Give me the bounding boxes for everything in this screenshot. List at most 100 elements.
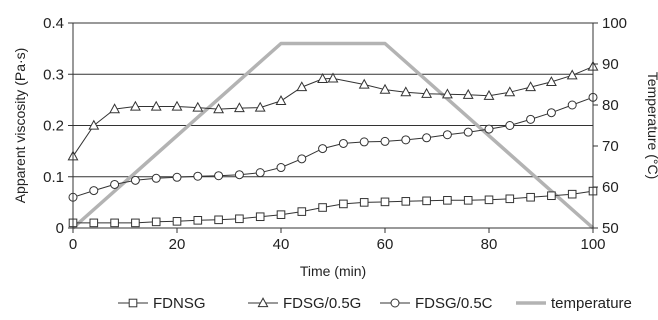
- point-fdsg-0-5c-9: [255, 168, 265, 178]
- y2-axis-label: Temperature (°C): [645, 72, 658, 180]
- point-fdsg-0-5g-18: [441, 88, 453, 99]
- point-fdnsg-7: [214, 215, 223, 225]
- gridlines: [73, 73, 593, 178]
- point-fdsg-0-5c-3: [130, 175, 140, 185]
- y2-tick-label-4: 90: [602, 56, 619, 73]
- point-fdsg-0-5g-3: [129, 100, 141, 111]
- point-fdsg-0-5g-23: [545, 76, 557, 87]
- y-tick-label-2: 0.2: [43, 118, 64, 135]
- series-line-fdsg-0-5c: [72, 96, 594, 198]
- point-fdsg-0-5c-21: [505, 121, 515, 130]
- point-fdsg-0-5g-16: [400, 86, 412, 97]
- point-fdsg-0-5g-14: [358, 78, 370, 89]
- point-fdsg-0-5c-4: [151, 173, 161, 183]
- tick-layer: 0 20 40 60 80 100 0 0.1 0.2 0.3 0.4 50 60 70 80 90 100: [43, 15, 627, 253]
- point-fdsg-0-5g-5: [171, 100, 183, 111]
- point-fdsg-0-5c-20: [484, 124, 494, 134]
- series-layer: [67, 60, 599, 228]
- point-fdnsg-13: [339, 199, 348, 209]
- point-fdnsg-5: [172, 217, 182, 226]
- point-fdsg-0-5c-17: [422, 133, 432, 143]
- series-line-fdnsg: [73, 190, 594, 224]
- point-fdsg-0-5c-7: [214, 171, 224, 181]
- x-tick-label-3: 60: [377, 236, 394, 253]
- point-fdnsg-12: [318, 203, 327, 212]
- point-fdnsg-14: [359, 198, 369, 207]
- legend-item-fdsg-0-5g: FDSG/0.5G: [248, 295, 361, 312]
- legend-item-fdsg-0-5c: FDSG/0.5C: [380, 295, 493, 312]
- legend-item-temperature: temperature: [516, 295, 632, 312]
- point-fdsg-0-5g-7: [213, 103, 225, 114]
- legend-label-fdsg-0-5g: FDSG/0.5G: [283, 295, 361, 312]
- x-axis-label: Time (min): [300, 263, 366, 279]
- point-fdnsg-22: [526, 192, 535, 202]
- y2-tick-label-0: 50: [602, 220, 619, 237]
- point-fdsg-0-5c-19: [463, 127, 473, 137]
- point-fdsg-0-5g-19: [462, 88, 474, 99]
- legend-marker-fdsg-0-5c: [390, 298, 400, 308]
- point-fdsg-0-5c-1: [89, 186, 99, 196]
- point-fdnsg-21: [505, 194, 515, 204]
- y2-tick-label-1: 60: [602, 179, 619, 196]
- point-fdnsg-17: [422, 196, 431, 206]
- point-fdsg-0-5c-22: [526, 114, 536, 124]
- legend-label-fdnsg: FDNSG: [153, 295, 206, 312]
- point-fdsg-0-5c-10: [276, 163, 286, 173]
- y-axis-label: Apparent viscosity (Pa·s): [12, 48, 28, 204]
- point-fdnsg-4: [151, 217, 161, 227]
- x-tick-label-5: 100: [580, 236, 605, 253]
- point-fdsg-0-5g-1: [88, 119, 100, 130]
- legend-marker-fdsg-0-5g: [257, 297, 269, 308]
- x-tick-label-2: 40: [273, 236, 290, 253]
- point-fdsg-0-5g-15: [379, 83, 391, 94]
- legend-item-fdnsg: FDNSG: [118, 295, 206, 312]
- legend-label-temperature: temperature: [551, 295, 632, 312]
- point-fdnsg-2: [110, 218, 119, 228]
- point-fdsg-0-5c-11: [297, 154, 307, 164]
- point-fdsg-0-5g-10: [275, 95, 287, 105]
- y2-tick-label-2: 70: [602, 138, 619, 155]
- temperature-layer: [71, 41, 595, 230]
- point-fdnsg-10: [276, 210, 286, 219]
- y-tick-label-0: 0: [56, 220, 64, 237]
- point-fdnsg-19: [463, 196, 473, 205]
- y-tick-label-3: 0.3: [43, 66, 64, 83]
- y2-tick-label-3: 80: [602, 97, 619, 114]
- y2-tick-label-5: 100: [602, 15, 627, 32]
- point-fdnsg-9: [255, 212, 265, 222]
- point-fdsg-0-5g-17: [421, 87, 433, 98]
- legend-marker-fdnsg: [128, 298, 138, 308]
- series-line-temperature: [71, 41, 595, 230]
- point-fdnsg-23: [547, 191, 556, 201]
- point-fdsg-0-5c-5: [172, 172, 182, 182]
- point-fdnsg-16: [401, 197, 411, 206]
- point-fdsg-0-5g-22: [525, 81, 537, 92]
- point-fdsg-0-5g-20: [483, 89, 495, 100]
- y-tick-label-4: 0.4: [43, 15, 64, 32]
- point-fdsg-0-5c-18: [442, 130, 452, 140]
- point-fdnsg-3: [131, 218, 140, 228]
- point-fdsg-0-5g-9: [254, 101, 266, 112]
- point-fdsg-0-5g-11: [296, 81, 308, 92]
- point-fdsg-0-5g-6: [192, 101, 204, 112]
- point-fdnsg-1: [89, 218, 99, 228]
- point-fdsg-0-5c-6: [193, 171, 203, 181]
- point-fdsg-0-5g-24: [566, 69, 578, 80]
- y-tick-label-1: 0.1: [43, 169, 64, 186]
- point-fdsg-0-5c-8: [234, 170, 244, 180]
- point-fdsg-0-5g-4: [150, 100, 162, 111]
- point-fdsg-0-5g-21: [504, 86, 516, 97]
- x-tick-label-4: 80: [481, 236, 498, 253]
- point-fdsg-0-5c-23: [546, 108, 556, 118]
- point-fdsg-0-5c-16: [401, 135, 411, 145]
- point-fdsg-0-5c-24: [567, 100, 577, 110]
- point-fdnsg-18: [443, 196, 452, 205]
- point-fdsg-0-5c-13: [338, 138, 348, 148]
- legend: FDNSG FDSG/0.5G FDSG/0.5C temperature: [118, 295, 632, 312]
- point-fdnsg-15: [380, 197, 390, 207]
- point-fdsg-0-5c-14: [359, 137, 369, 147]
- legend-label-fdsg-0-5c: FDSG/0.5C: [415, 295, 493, 312]
- point-fdsg-0-5c-12: [318, 144, 328, 154]
- point-fdsg-0-5g-8: [233, 102, 245, 113]
